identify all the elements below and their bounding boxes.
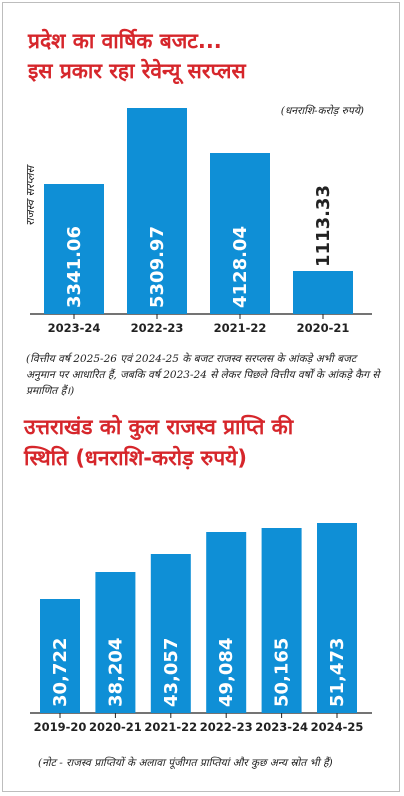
top-value-label-2020-21: 1113.33 xyxy=(313,185,334,267)
bottom-x-label-2019-20: 2019-20 xyxy=(34,720,87,734)
top-chart-title: प्रदेश का वार्षिक बजट... इस प्रकार रहा र… xyxy=(28,26,246,86)
bottom-x-label-2024-25: 2024-25 xyxy=(311,720,364,734)
top-chart-footnote: (वित्तीय वर्ष 2025-26 एवं 2024-25 के बजट… xyxy=(26,353,380,397)
top-bar-2020-21 xyxy=(293,271,353,314)
top-value-label-2021-22: 4128.04 xyxy=(230,226,251,308)
top-x-label-2023-24: 2023-24 xyxy=(48,321,101,335)
bottom-chart-footnote: (नोट - राजस्व प्राप्तियों के अलावा पूंजी… xyxy=(38,757,333,769)
bottom-value-label-2024-25: 51,473 xyxy=(327,638,348,707)
bottom-value-label-2019-20: 30,722 xyxy=(50,638,71,707)
top-value-label-2022-23: 5309.97 xyxy=(147,226,168,308)
top-x-label-2020-21: 2020-21 xyxy=(297,321,350,335)
top-bar-2022-23 xyxy=(127,108,187,314)
bottom-x-label-2022-23: 2022-23 xyxy=(200,720,253,734)
top-x-label-2022-23: 2022-23 xyxy=(131,321,184,335)
bottom-value-label-2022-23: 49,084 xyxy=(216,638,237,707)
bottom-value-label-2021-22: 43,057 xyxy=(161,638,182,707)
bottom-x-label-2021-22: 2021-22 xyxy=(144,720,197,734)
bottom-value-label-2023-24: 50,165 xyxy=(272,638,293,707)
top-chart-unit-note: (धनराशि-करोड़ रुपये) xyxy=(280,105,364,117)
bottom-chart-title-line2: स्थिति (धनराशि-करोड़ रुपये) xyxy=(24,446,247,470)
top-bar-2021-22 xyxy=(210,153,270,314)
bottom-chart-title-line1: उत्तराखंड को कुल राजस्व प्राप्ति की xyxy=(24,415,294,439)
bottom-x-label-2023-24: 2023-24 xyxy=(255,720,308,734)
bottom-bar-2020-21 xyxy=(95,572,136,713)
bottom-bar-2024-25 xyxy=(317,523,357,713)
bottom-chart-title: उत्तराखंड को कुल राजस्व प्राप्ति की स्थि… xyxy=(24,412,293,474)
bottom-bar-2023-24 xyxy=(261,528,302,713)
top-bar-2023-24 xyxy=(44,184,104,314)
bottom-value-label-2020-21: 38,204 xyxy=(105,638,126,707)
top-value-label-2023-24: 3341.06 xyxy=(64,226,85,308)
bottom-bar-2022-23 xyxy=(206,532,247,713)
bottom-x-label-2020-21: 2020-21 xyxy=(89,720,142,734)
bottom-bar-2019-20 xyxy=(40,599,80,713)
top-chart-title-line2: इस प्रकार रहा रेवेन्यू सरप्लस xyxy=(28,59,246,83)
top-chart-title-line1: प्रदेश का वार्षिक बजट... xyxy=(28,29,222,53)
top-y-axis-label: राजस्व सरप्लस xyxy=(24,164,37,226)
bottom-bar-2021-22 xyxy=(150,554,191,713)
top-x-label-2021-22: 2021-22 xyxy=(214,321,267,335)
